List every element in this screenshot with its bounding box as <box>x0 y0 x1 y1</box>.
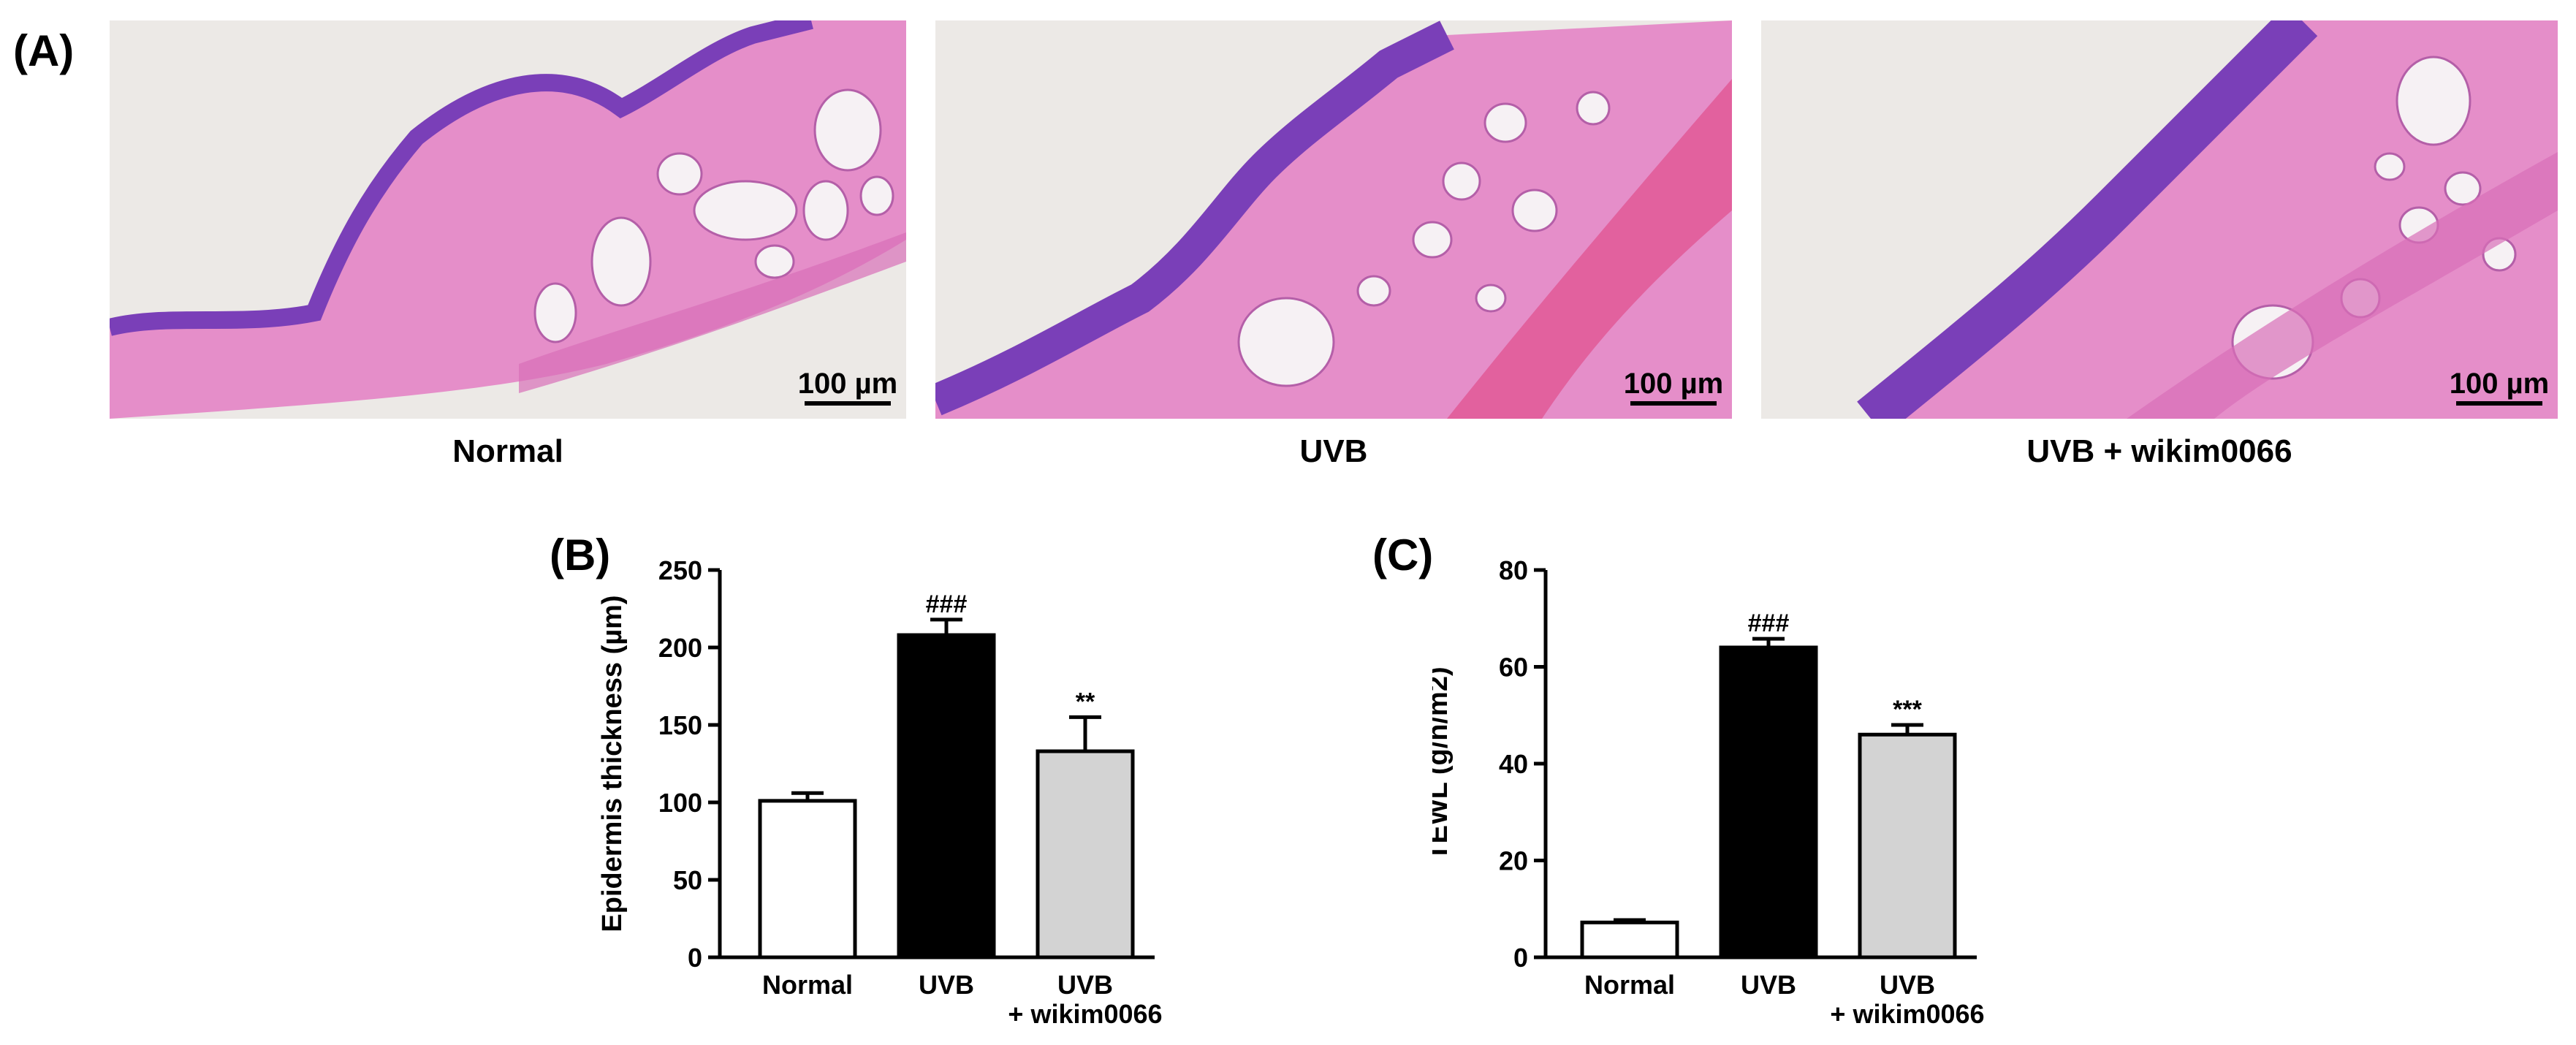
x-tick-label: Normal <box>762 970 853 1000</box>
y-tick-label: 40 <box>1499 749 1528 779</box>
panel-c-label: (C) <box>1372 531 1434 580</box>
y-tick-label: 20 <box>1499 846 1528 876</box>
significance-label: ### <box>926 590 968 618</box>
y-axis-label: Epidermis thickness (µm) <box>597 595 628 932</box>
y-tick-label: 150 <box>658 710 702 740</box>
caption-uvb-wikim0066: UVB + wikim0066 <box>2026 433 2292 469</box>
x-tick-label: UVB <box>919 970 974 1000</box>
significance-label: ** <box>1076 688 1095 715</box>
x-tick-label: + wikim0066 <box>1830 999 1984 1029</box>
histology-image-normal: 100 µm <box>110 20 906 419</box>
y-tick-label: 50 <box>673 865 702 895</box>
panel-b-label: (B) <box>550 531 611 580</box>
panel-a-label: (A) <box>13 26 75 75</box>
x-tick-label: UVB <box>1741 970 1796 1000</box>
y-tick-label: 200 <box>658 633 702 663</box>
bar <box>1036 749 1135 960</box>
chart-tewl: TEWL (g/h/m2) 0 20 40 60 80 Normal ### UVB *** UVB… <box>1432 555 1985 1029</box>
y-tick-label: 60 <box>1499 653 1528 683</box>
significance-label: ### <box>1748 609 1790 637</box>
histology-image-uvb: 100 µm <box>935 20 1732 419</box>
bar <box>758 799 857 960</box>
y-tick-label: 100 <box>658 788 702 818</box>
y-tick-label: 0 <box>1513 943 1528 973</box>
y-axis-label: TEWL (g/h/m2) <box>1432 666 1454 860</box>
chart-epidermis-thickness: Epidermis thickness (µm) 0 50 100 150 200 250 N… <box>597 555 1163 1029</box>
y-tick-label: 80 <box>1499 555 1528 585</box>
x-tick-label: UVB <box>1880 970 1935 1000</box>
y-tick-label: 0 <box>688 943 702 973</box>
y-tick-label: 250 <box>658 555 702 585</box>
caption-normal: Normal <box>452 433 563 469</box>
caption-uvb: UVB <box>1299 433 1368 469</box>
significance-label: *** <box>1893 696 1922 723</box>
bar <box>1580 920 1679 960</box>
x-tick-label: + wikim0066 <box>1008 999 1162 1029</box>
x-tick-label: UVB <box>1057 970 1113 1000</box>
bar <box>1858 732 1957 960</box>
bar <box>897 633 996 960</box>
histology-image-uvb-wikim0066: 100 µm <box>1761 20 2558 419</box>
bar <box>1719 645 1818 960</box>
x-tick-label: Normal <box>1584 970 1675 1000</box>
scale-bar: 100 µm <box>789 369 906 406</box>
scale-bar: 100 µm <box>1615 369 1732 406</box>
scale-bar: 100 µm <box>2441 369 2558 406</box>
